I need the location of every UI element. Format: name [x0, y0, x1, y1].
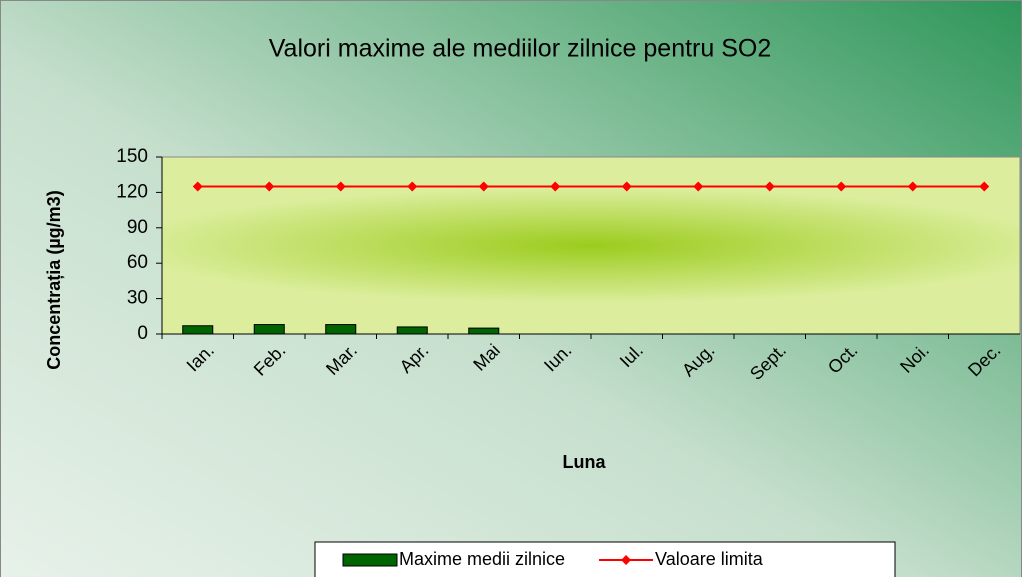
bar [396, 326, 428, 335]
y-tick-label: 60 [127, 252, 148, 273]
line-marker [192, 181, 203, 192]
y-tick-label: 0 [137, 323, 148, 344]
legend [314, 541, 896, 582]
bar [325, 324, 357, 335]
line-marker [764, 181, 775, 192]
legend-label: Valoare limita [655, 549, 764, 569]
chart-title: Valori maxime ale mediilor zilnice pentr… [269, 35, 772, 63]
bar [253, 324, 285, 335]
plot-area [161, 156, 1021, 335]
y-tick-label: 150 [116, 146, 148, 167]
line-marker [264, 181, 275, 192]
line-marker [979, 181, 990, 192]
y-tick-label: 30 [127, 288, 148, 309]
line-marker [907, 181, 918, 192]
bar [468, 327, 500, 335]
legend-swatch [342, 553, 398, 567]
line-marker [836, 181, 847, 192]
line-marker [693, 181, 704, 192]
line-marker [407, 181, 418, 192]
line-marker [550, 181, 561, 192]
legend-label: Maxime medii zilnice [399, 549, 565, 569]
y-axis-label: Concentrația (µg/m3) [44, 190, 64, 369]
x-axis-label: Luna [563, 452, 607, 472]
y-tick-label: 120 [116, 181, 148, 202]
legend-marker [621, 555, 632, 565]
line-marker [478, 181, 489, 192]
bar [182, 325, 214, 335]
line-marker [621, 181, 632, 192]
y-tick-label: 90 [127, 217, 148, 238]
line-marker [335, 181, 346, 192]
